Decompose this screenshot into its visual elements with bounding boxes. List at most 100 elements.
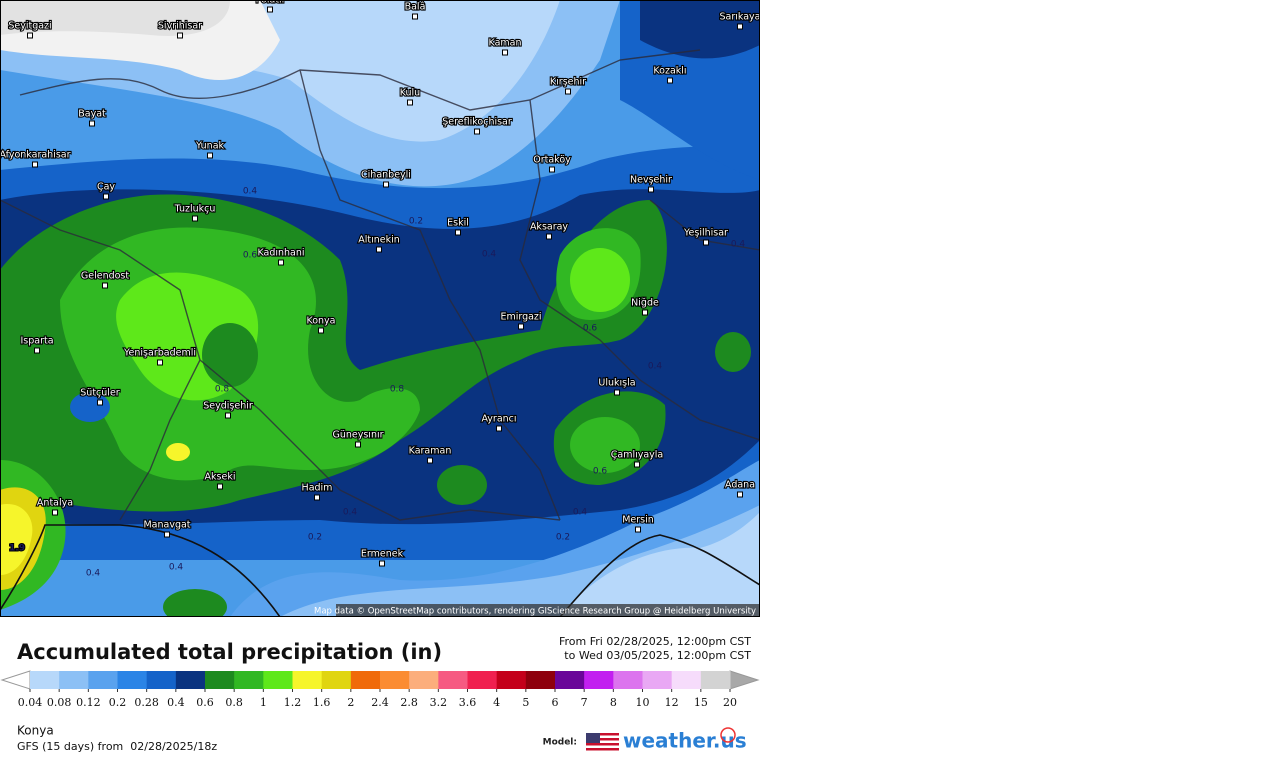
city-label: Güneysınır — [332, 430, 383, 441]
city-dot — [89, 120, 95, 127]
city-label: Çay — [97, 182, 115, 193]
contour-label: 0.4 — [648, 362, 663, 372]
city-dot — [379, 560, 385, 567]
colorbar-bin — [409, 671, 439, 689]
logo[interactable]: weather.us — [623, 729, 747, 753]
city-dot — [455, 229, 461, 236]
city-label: Mersin — [622, 515, 654, 526]
city-dot — [496, 425, 502, 432]
contour-label: 0.2 — [308, 533, 322, 543]
contour-label: 0.2 — [409, 217, 423, 227]
contour-label: 0.6 — [593, 467, 608, 477]
city-label: Kaman — [489, 38, 522, 49]
colorbar-tick-label: 1.6 — [313, 696, 331, 709]
city-label: Nevşehir — [630, 175, 672, 186]
contour-label: 0.4 — [243, 187, 258, 197]
city-dot — [667, 77, 673, 84]
city-dot — [52, 509, 58, 516]
city-dot — [97, 399, 103, 406]
colorbar-bin — [380, 671, 410, 689]
contour-label: 0.8 — [390, 385, 405, 395]
city-dot — [157, 359, 163, 366]
colorbar-bin — [584, 671, 614, 689]
contour-label: 0.8 — [215, 385, 230, 395]
colorbar-bin — [350, 671, 381, 689]
city-label: Şereflikoçhisar — [442, 117, 512, 128]
city-dot — [642, 309, 648, 316]
colorbar-under — [0, 670, 31, 690]
city-dot — [474, 128, 480, 135]
city-label: Gelendost — [81, 271, 130, 282]
colorbar-tick-label: 2.4 — [371, 696, 389, 709]
city-label: Kırşehir — [550, 77, 586, 88]
city-label: Antalya — [37, 498, 73, 509]
colorbar-tick-label: 0.08 — [47, 696, 72, 709]
city-dot — [355, 441, 361, 448]
city-label: Isparta — [20, 336, 53, 347]
contour-label: 0.4 — [86, 569, 101, 579]
colorbar-tick-label: 7 — [581, 696, 588, 709]
flag — [586, 733, 619, 751]
city-dot — [565, 88, 571, 95]
city-dot — [32, 161, 38, 168]
city-dot — [614, 389, 620, 396]
city-label: Yeşilhisar — [683, 228, 728, 239]
contour-label: 0.6 — [583, 324, 598, 334]
city-dot — [648, 186, 654, 193]
city-label: Akseki — [205, 472, 236, 483]
colorbar-bin — [613, 671, 643, 689]
colorbar-bin — [117, 671, 148, 689]
city-labels: Polatlı Balâ Sarıkaya Seyitgazi Sivrihisar Ka… — [1, 1, 761, 567]
contour-label: 0.4 — [169, 563, 184, 573]
date-to: to Wed 03/05/2025, 12:00pm CST — [564, 649, 751, 662]
colorbar-bin — [263, 671, 293, 689]
contour-label: 1.9 — [9, 544, 25, 554]
colorbar-tick-label: 5 — [522, 696, 529, 709]
colorbar-bin — [671, 671, 702, 689]
city-dot — [207, 152, 213, 159]
location: Konya — [17, 724, 54, 738]
colorbar-bin — [555, 671, 585, 689]
city-label: Tuzlukçu — [174, 204, 216, 215]
date-from: From Fri 02/28/2025, 12:00pm CST — [559, 635, 751, 648]
city-label: Kulu — [400, 88, 420, 99]
colorbar-over — [729, 670, 760, 690]
city-dot — [737, 23, 743, 30]
colorbar-bin — [321, 671, 352, 689]
colorbar-tick-label: 3.6 — [459, 696, 477, 709]
city-label: Kozaklı — [653, 66, 686, 77]
city-dot — [164, 531, 170, 538]
colorbar-tick-label: 0.04 — [18, 696, 43, 709]
city-dot — [383, 181, 389, 188]
colorbar-tick-label: 3.2 — [430, 696, 448, 709]
colorbar-tick-label: 20 — [723, 696, 737, 709]
colorbar-tick-label: 0.2 — [109, 696, 127, 709]
contour-label: 0.4 — [731, 240, 746, 250]
model-label: Model: — [543, 738, 577, 748]
city-dot — [192, 215, 198, 222]
contour-label: 0.4 — [573, 508, 588, 518]
city-dot — [427, 457, 433, 464]
city-label: Adana — [725, 480, 755, 491]
colorbar-tick-label: 4 — [493, 696, 500, 709]
city-label: Karaman — [409, 446, 452, 457]
colorbar-bin — [496, 671, 527, 689]
city-label: Eskil — [447, 218, 469, 229]
city-dot — [635, 526, 641, 533]
city-label: Niğde — [631, 298, 659, 309]
city-label: Sarıkaya — [720, 12, 761, 23]
colorbar-bin — [146, 671, 177, 689]
city-dot — [634, 461, 640, 468]
city-dot — [407, 99, 413, 106]
city-dot — [412, 13, 418, 20]
colorbar-bin — [438, 671, 468, 689]
city-label: Ermenek — [361, 549, 404, 560]
city-dot — [177, 32, 183, 39]
colorbar-bin — [467, 671, 498, 689]
contour-label: 0.6 — [243, 251, 258, 261]
city-label: Çamlıyayla — [611, 450, 664, 461]
city-dot — [27, 32, 33, 39]
colorbar-bin — [205, 671, 235, 689]
colorbar-bin — [88, 671, 118, 689]
